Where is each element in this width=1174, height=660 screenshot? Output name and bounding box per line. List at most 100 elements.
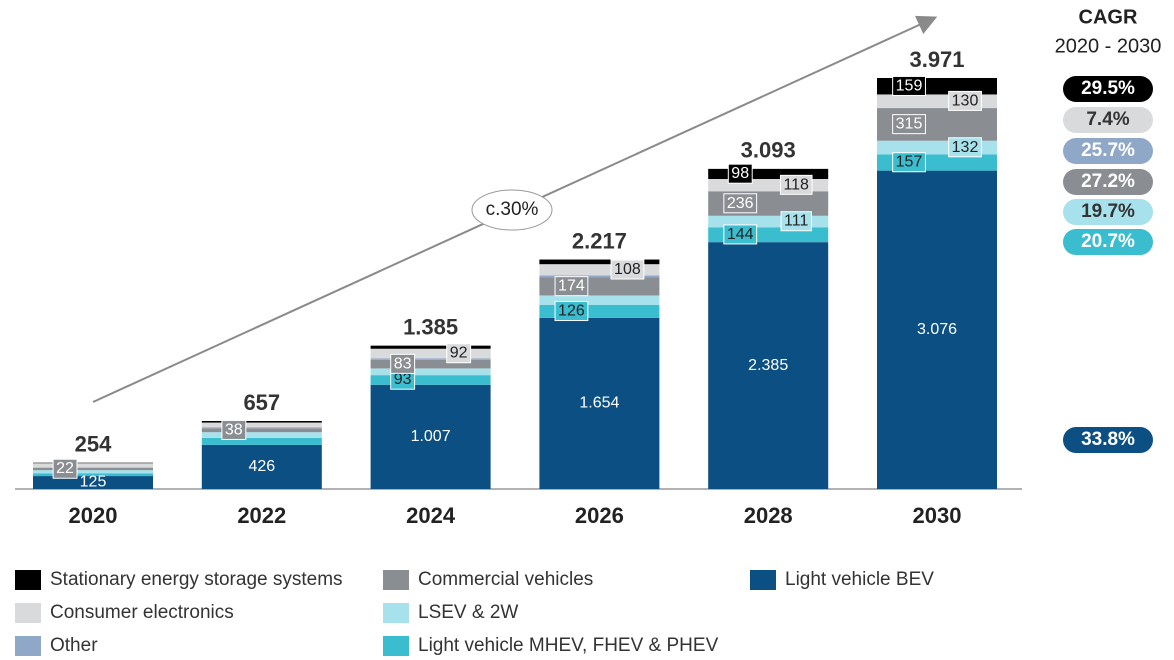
segment-label: 126 <box>558 303 585 320</box>
legend-label: Commercial vehicles <box>418 569 593 590</box>
bar-segment <box>370 384 491 489</box>
segment-label: 108 <box>614 261 641 278</box>
x-tick-label: 2026 <box>575 503 624 528</box>
segment-label-box <box>892 75 926 96</box>
segment-label-box <box>390 353 416 374</box>
segment-label-box <box>723 224 758 245</box>
annotation-bubble <box>471 189 553 231</box>
x-tick-label: 2020 <box>69 503 118 528</box>
x-tick-label: 2030 <box>913 503 962 528</box>
total-label: 3.093 <box>741 138 796 163</box>
cagr-subtitle: 2020 - 2030 <box>1055 35 1162 57</box>
segment-label: 38 <box>225 421 243 438</box>
segment-label-box <box>892 152 926 173</box>
bar-segment <box>33 470 153 474</box>
segment-label: 22 <box>56 460 74 477</box>
segment-label: 157 <box>896 154 923 171</box>
total-label: 1.385 <box>403 314 458 339</box>
segment-label: 118 <box>783 176 809 193</box>
segment-label: 92 <box>450 345 468 362</box>
bar-segment <box>539 264 660 276</box>
segment-label-box <box>779 174 813 195</box>
bar-segment <box>33 476 153 489</box>
bar-segment <box>201 432 322 438</box>
legend-label: LSEV & 2W <box>418 602 518 623</box>
segment-label: 132 <box>952 139 979 156</box>
cagr-title: CAGR <box>1079 6 1138 28</box>
legend-label: Light vehicle MHEV, FHEV & PHEV <box>418 635 719 656</box>
legend-swatch <box>383 636 409 656</box>
x-tick-label: 2024 <box>406 503 456 528</box>
x-tick-label: 2028 <box>744 503 793 528</box>
bar-segment <box>539 275 660 278</box>
segment-label-box <box>948 90 982 111</box>
segment-label-box <box>723 193 758 214</box>
bar-segment <box>201 444 322 489</box>
cagr-badge <box>1063 199 1153 225</box>
annotation: c.30% <box>486 199 539 220</box>
bar-segment <box>33 467 153 471</box>
bar-segment <box>33 463 153 468</box>
cagr-badge <box>1063 229 1153 255</box>
cagr-badge <box>1063 107 1153 133</box>
cagr-badge <box>1063 427 1153 453</box>
segment-label: 130 <box>952 92 979 109</box>
bar-segment <box>201 421 322 423</box>
legend-label: Light vehicle BEV <box>785 569 934 590</box>
legend-swatch <box>15 570 41 590</box>
segment-label: 1.654 <box>579 395 619 412</box>
legend-label: Stationary energy storage systems <box>50 569 343 590</box>
bar-segment <box>708 215 829 228</box>
bar-segment <box>708 168 829 180</box>
segment-label: 426 <box>248 458 275 475</box>
bar-segment <box>33 473 153 477</box>
segment-label: 3.076 <box>917 321 957 338</box>
bar-segment <box>370 375 491 385</box>
bar-segment <box>370 358 491 360</box>
bar-segment <box>201 427 322 429</box>
bar-segment <box>33 462 153 464</box>
cagr-label: 20.7% <box>1081 231 1135 252</box>
segment-label: 125 <box>80 474 107 491</box>
segment-label: 144 <box>727 226 754 243</box>
segment-label-box <box>52 458 78 479</box>
segment-label: 2.385 <box>748 357 788 374</box>
total-label: 2.217 <box>572 228 627 253</box>
bar-segment <box>370 368 491 376</box>
legend-swatch <box>15 636 41 656</box>
segment-label-box <box>892 114 926 135</box>
legend-swatch <box>15 603 41 623</box>
segment-label-box <box>948 137 982 158</box>
segment-label: 93 <box>394 371 412 388</box>
legend-label: Consumer electronics <box>50 602 234 623</box>
bar-segment <box>201 422 322 428</box>
cagr-badge <box>1063 138 1153 164</box>
segment-label: 236 <box>727 195 754 212</box>
bar-segment <box>708 242 829 489</box>
cagr-label: 33.8% <box>1081 429 1135 450</box>
cagr-badge <box>1063 169 1153 195</box>
segment-label: 159 <box>896 77 923 94</box>
bar-segment <box>370 359 491 369</box>
legend-swatch <box>383 570 409 590</box>
segment-label-box <box>221 419 247 440</box>
segment-label-box <box>446 343 472 364</box>
cagr-label: 25.7% <box>1081 140 1135 161</box>
segment-label: 98 <box>731 165 749 182</box>
bar-segment <box>33 467 153 468</box>
cagr-badge <box>1063 76 1153 102</box>
segment-label: 111 <box>784 213 808 230</box>
bar-segment <box>877 170 997 489</box>
segment-label-box <box>780 211 812 232</box>
total-label: 657 <box>243 390 280 415</box>
bar-segment <box>539 259 660 265</box>
cagr-label: 29.5% <box>1081 78 1135 99</box>
bar-segment <box>201 428 322 433</box>
segment-label: 1.007 <box>411 428 451 445</box>
segment-label: 83 <box>394 355 412 372</box>
legend-label: Other <box>50 635 98 656</box>
segment-label-box <box>727 163 753 184</box>
segment-label-box <box>554 301 589 322</box>
legend-swatch <box>750 570 776 590</box>
